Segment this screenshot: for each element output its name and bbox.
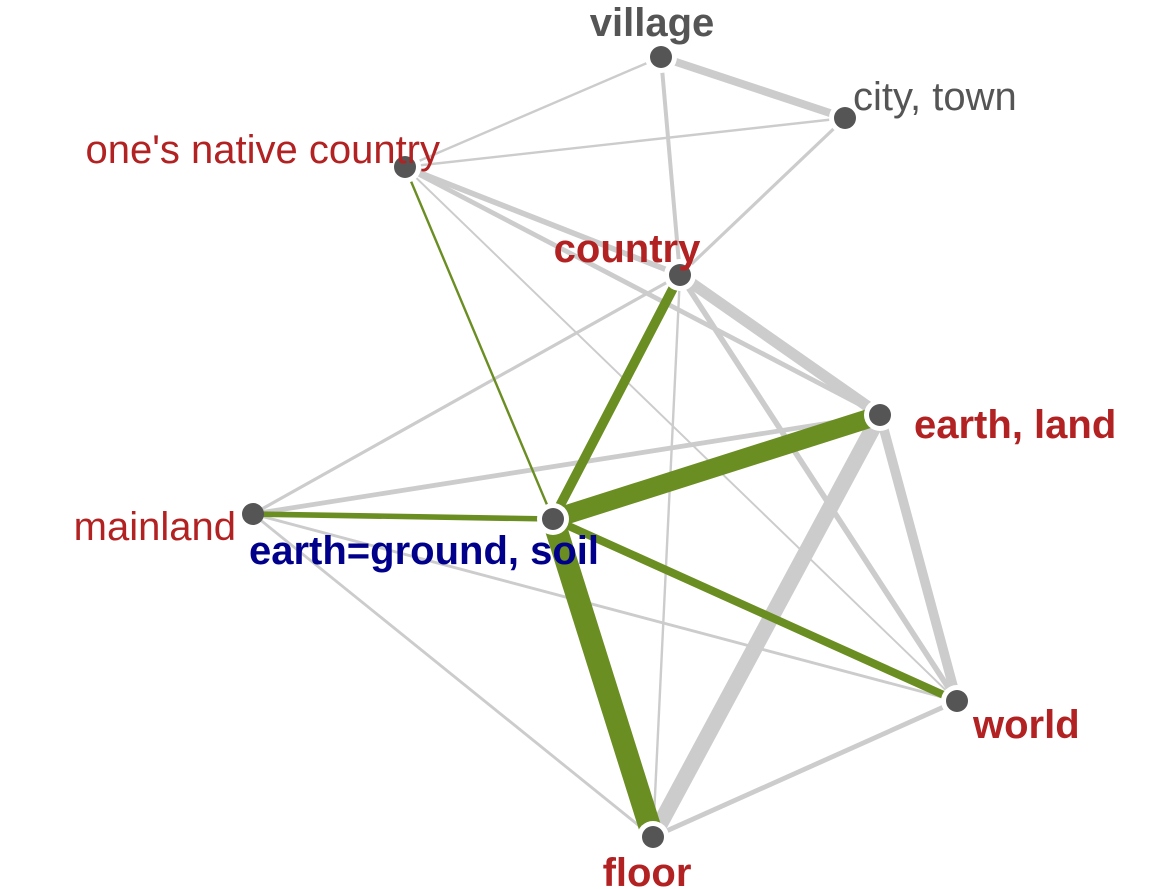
edge-world-floor <box>652 698 958 840</box>
edge-village-native <box>404 55 662 169</box>
edge-country-floor <box>651 274 682 838</box>
node-label-country: country <box>554 227 701 271</box>
edge-village-city <box>659 53 847 122</box>
labels-layer: village city, town one's native country cou… <box>74 1 1117 889</box>
node-village <box>645 41 677 73</box>
nodes-layer <box>242 41 973 853</box>
node-city <box>829 102 861 134</box>
node-label-world: world <box>972 703 1080 747</box>
edge-native-world <box>404 166 958 702</box>
node-dot <box>869 404 891 426</box>
edge-earth_land-soil <box>550 405 883 529</box>
edge-native-soil <box>403 166 555 520</box>
node-dot <box>834 107 856 129</box>
node-dot <box>650 46 672 68</box>
edge-country-world <box>677 273 960 703</box>
edge-mainland-soil <box>252 511 554 522</box>
edge-village-country <box>659 56 682 276</box>
node-label-native: one's native country <box>85 128 440 172</box>
node-label-soil: earth=ground, soil <box>249 529 599 573</box>
node-dot <box>946 690 968 712</box>
edge-soil-floor <box>542 515 664 841</box>
node-dot <box>669 264 691 286</box>
node-mainland <box>242 503 264 525</box>
node-dot <box>394 156 416 178</box>
node-label-floor: floor <box>603 851 692 889</box>
node-label-earth_land: earth, land <box>914 403 1116 447</box>
node-earth_land <box>864 399 896 431</box>
node-country <box>664 259 696 291</box>
node-dot <box>642 826 664 848</box>
node-soil <box>537 503 569 535</box>
node-label-mainland: mainland <box>74 505 236 549</box>
node-world <box>941 685 973 717</box>
edge-soil-world <box>551 515 959 705</box>
edge-country-earth_land <box>676 270 884 420</box>
edge-mainland-floor <box>252 512 654 839</box>
edge-earth_land-mainland <box>252 412 881 517</box>
edge-native-country <box>403 164 682 278</box>
edge-country-mainland <box>252 273 681 516</box>
node-floor <box>637 821 669 853</box>
node-native <box>389 151 421 183</box>
edges-layer <box>252 53 962 841</box>
edge-earth_land-world <box>875 413 962 703</box>
edge-city-country <box>678 116 847 277</box>
edge-native-city <box>404 116 846 169</box>
edge-country-soil <box>548 272 685 522</box>
edge-mainland-world <box>252 512 958 703</box>
edge-earth_land-floor <box>645 411 888 841</box>
node-label-village: village <box>590 1 715 45</box>
edge-native-earth_land <box>403 164 882 418</box>
node-dot <box>242 503 264 525</box>
node-label-city: city, town <box>853 75 1017 119</box>
node-dot <box>542 508 564 530</box>
